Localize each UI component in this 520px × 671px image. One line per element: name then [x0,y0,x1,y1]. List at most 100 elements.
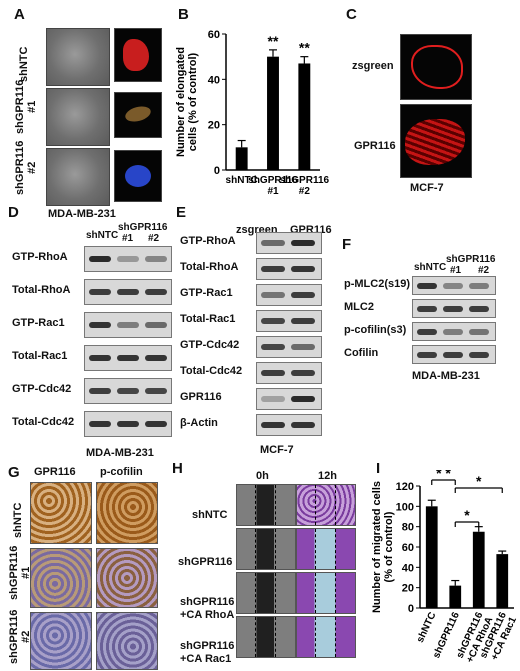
panel-d-row-gtp-rhoa: GTP-RhoA [12,251,68,263]
panel-h-label: H [172,460,183,477]
panel-a-caption: MDA-MB-231 [48,208,116,220]
panel-a-row-label-2: shGPR116 #1 [14,79,38,134]
wound-image-0h-row-4 [236,616,296,658]
x-tick-label-line: #2 [299,186,311,197]
bar [267,56,279,170]
panel-c-row-label-2: GPR116 [354,140,396,152]
bar [472,531,485,608]
fluorescence-image-zsgreen [400,34,472,100]
x-tick-label-line: shNTC [226,175,258,186]
significance-mark: * [476,473,482,489]
blot-d-4 [84,345,172,371]
panel-h-col-12h: 12h [318,470,337,482]
band [417,328,437,335]
ihc-image-pcofilin-shgpr116-1 [96,548,158,608]
panel-f-row-mlc2: MLC2 [344,300,374,313]
x-tick-label: shGPR116 #2 [280,175,330,197]
panel-i-label: I [376,460,381,477]
panel-h-row-label-4: shGPR116 +CA Rac1 [180,640,235,665]
panel-h-row-label-3: shGPR116 +CA RhoA [180,596,235,621]
band [261,266,285,272]
band [469,351,489,358]
wound-edge-line [315,573,316,613]
y-axis-label-line: cells (% of control) [187,52,199,151]
band [261,370,285,376]
band [417,351,437,358]
ihc-image-pcofilin-shntc [96,482,158,544]
blot-e-1 [256,232,322,254]
ihc-image-gpr116-shntc [30,482,92,544]
panel-a-row-label-3: shGPR116 #2 [14,140,38,195]
band [89,388,111,394]
panel-h-row-label-1: shNTC [192,509,228,521]
band [469,282,489,289]
panel-d-label: D [8,204,19,221]
wound-edge-line [255,573,256,613]
fluorescence-image-shntc [114,28,162,82]
wound-edge-line [275,573,276,613]
wound-edge-line [275,485,276,525]
band [89,355,111,361]
panel-d-col-shgpr116: shGPR116 [118,222,168,233]
wound-image-0h-row-3 [236,572,296,614]
y-tick-label: 60 [208,29,220,41]
band [261,240,285,246]
phase-contrast-image-shgpr116-2 [46,148,110,206]
panel-d-row-total-rhoa: Total-RhoA [12,284,71,296]
panel-g-row-label-1: shNTC [12,502,24,538]
band [261,396,285,402]
wound-image-0h-row-2 [236,528,296,570]
band [291,370,315,376]
panel-f-col-shntc: shNTC [414,262,447,273]
significance-mark: ** [268,33,279,49]
band [145,355,167,361]
panel-d-row-total-cdc42: Total-Cdc42 [12,416,75,428]
blot-e-4 [256,310,322,332]
panel-g-label: G [8,464,20,481]
blot-f-3 [412,322,496,341]
band [117,322,139,328]
wound-image-12h-row-1 [296,484,356,526]
y-axis-label-line: Number of elongated [175,47,187,157]
y-axis-label: Number of migrated cells(% of control) [371,481,395,613]
panel-d-row-gtp-rac1: GTP-Rac1 [12,317,65,329]
panel-f-row-cofilin: Cofilin [344,346,379,359]
bar [496,554,509,608]
fluorescence-image-gpr116 [400,104,472,178]
band [291,396,315,402]
band [261,292,285,298]
panel-e-row-gtp-rac1: GTP-Rac1 [180,287,233,299]
phase-contrast-image-shntc [46,28,110,86]
y-axis-label: Number of elongatedcells (% of control) [175,47,199,157]
wound-edge-line [315,617,316,657]
band [117,289,139,295]
panel-d-col-1: #1 [122,233,134,244]
panel-f-col-2: #2 [478,265,490,276]
y-axis-label-line: (% of control) [383,511,395,582]
band [117,256,139,262]
significance-mark: ** [299,40,310,56]
x-tick-label-line: shGPR116 [248,175,298,186]
band [261,344,285,350]
band [145,322,167,328]
band [443,305,463,312]
x-tick-label-line: #1 [267,186,279,197]
panel-g-col-pcofilin: p-cofilin [100,466,143,478]
panel-e-row--actin: β-Actin [180,417,218,429]
wound-image-0h-row-1 [236,484,296,526]
x-tick-label: shNTC [226,175,258,186]
blot-f-2 [412,299,496,318]
wound-edge-line [335,485,336,525]
panel-d-caption: MDA-MB-231 [86,447,154,459]
band [291,240,315,246]
band [145,421,167,427]
wound-edge-line [335,573,336,613]
wound-edge-line [315,485,316,525]
blot-d-2 [84,279,172,305]
panel-d-col-shntc: shNTC [86,230,119,241]
bar [449,585,462,608]
y-tick-label: 60 [402,542,414,554]
fluorescence-image-shgpr116-2 [114,150,162,202]
wound-edge-line [335,617,336,657]
